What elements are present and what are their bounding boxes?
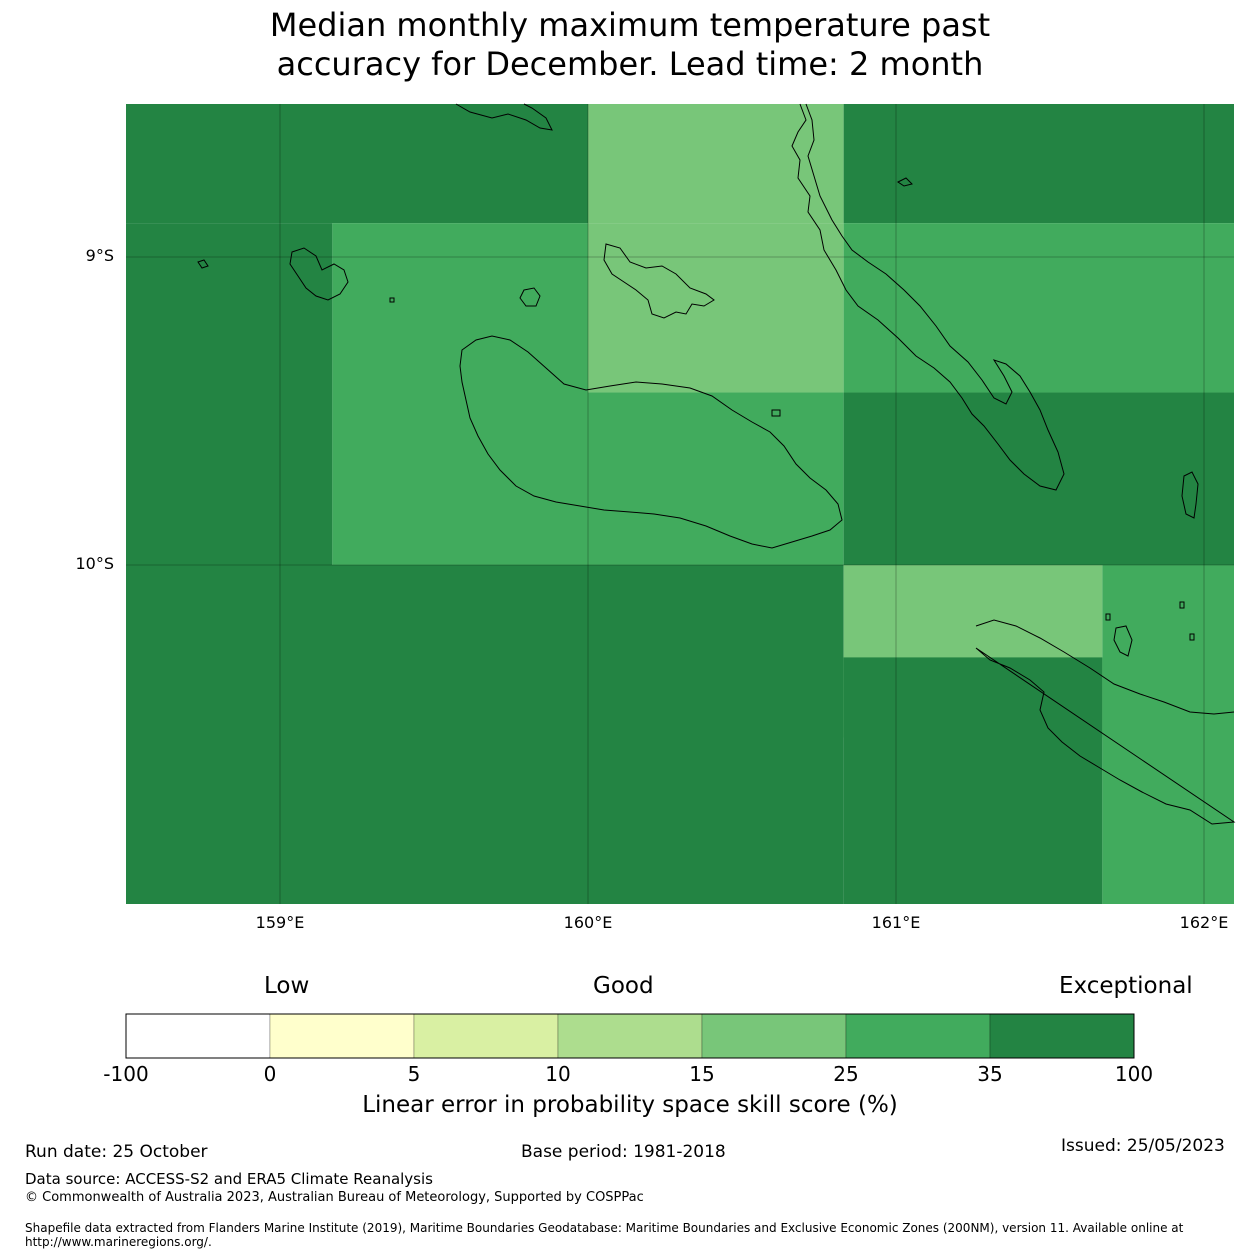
colorbar-category-low: Low — [264, 973, 310, 999]
colorbar-swatch — [413, 1013, 559, 1059]
colorbar-tick: 10 — [545, 1062, 571, 1086]
coastline-makira — [975, 619, 1236, 825]
lon-label-161e: 161°E — [871, 913, 921, 932]
colorbar-swatch — [845, 1013, 991, 1059]
lon-label-159e: 159°E — [255, 913, 305, 932]
grid-cell — [588, 223, 844, 393]
colorbar-tick: -100 — [103, 1062, 149, 1086]
chart-title-line2: accuracy for December. Lead time: 2 mont… — [276, 45, 984, 83]
colorbar-swatch — [701, 1013, 847, 1059]
coastline-nggela — [603, 243, 715, 319]
grid-cell — [126, 104, 588, 224]
colorbar-tick: 15 — [689, 1062, 715, 1086]
coastline-savo — [519, 287, 541, 307]
colorbar-tick: 0 — [263, 1062, 277, 1086]
grid-cell — [588, 104, 844, 224]
grid-cell — [843, 392, 1234, 565]
colorbar-tick: 35 — [977, 1062, 1003, 1086]
colorbar-frame — [125, 1013, 1135, 1059]
coastline-top-right-islet — [897, 177, 913, 187]
base-period: Base period: 1981-2018 — [521, 1142, 726, 1162]
issued-date: Issued: 25/05/2023 — [1061, 1136, 1225, 1156]
grid-cell — [588, 392, 844, 565]
grid-cell — [1102, 565, 1234, 904]
run-date: Run date: 25 October — [25, 1142, 208, 1162]
copyright: © Commonwealth of Australia 2023, Austra… — [25, 1190, 644, 1205]
colorbar-tick: 25 — [833, 1062, 859, 1086]
shapefile-credit: Shapefile data extracted from Flanders M… — [25, 1221, 1184, 1249]
skill-grid-cells — [126, 104, 1234, 904]
coastline-malaita-fragment — [1181, 471, 1199, 519]
coastline-guadalcanal — [459, 335, 843, 549]
chart-title-line1: Median monthly maximum temperature past — [269, 6, 991, 44]
coastline-santa-isabel — [791, 103, 1065, 491]
grid-cell — [843, 104, 1234, 224]
coastline-ulawa — [1113, 625, 1133, 657]
colorbar-tick: 5 — [407, 1062, 421, 1086]
colorbar — [125, 1013, 1135, 1059]
grid-cell — [126, 565, 844, 904]
grid-cell — [843, 223, 1234, 393]
coastline-small-islet-2 — [389, 297, 395, 303]
colorbar-swatch — [989, 1013, 1135, 1059]
coastlines — [197, 103, 1236, 825]
lat-label-9s: 9°S — [85, 246, 114, 265]
coastline-small-islet-1 — [197, 259, 209, 269]
colorbar-swatch — [557, 1013, 703, 1059]
coastline-top-islands — [455, 103, 553, 131]
grid-cell — [126, 223, 333, 565]
coastline-small-islet-5 — [1179, 601, 1185, 609]
grid-cell — [843, 657, 1103, 904]
colorbar-category-good: Good — [593, 973, 654, 999]
graticule — [126, 104, 1234, 904]
grid-cell — [332, 223, 588, 565]
data-source: Data source: ACCESS-S2 and ERA5 Climate … — [25, 1170, 433, 1188]
coastline-russell-islands — [289, 247, 349, 301]
colorbar-tick: 100 — [1114, 1062, 1154, 1086]
lat-label-10s: 10°S — [75, 554, 114, 573]
colorbar-swatch — [269, 1013, 415, 1059]
coastline-small-islet-3 — [771, 409, 781, 417]
colorbar-swatch — [125, 1013, 271, 1059]
colorbar-label: Linear error in probability space skill … — [362, 1092, 898, 1118]
lon-label-160e: 160°E — [563, 913, 613, 932]
coastline-small-islet-6 — [1189, 633, 1195, 641]
colorbar-category-exceptional: Exceptional — [1059, 973, 1193, 999]
lon-label-162e: 162°E — [1179, 913, 1229, 932]
coastline-small-islet-4 — [1105, 613, 1111, 621]
